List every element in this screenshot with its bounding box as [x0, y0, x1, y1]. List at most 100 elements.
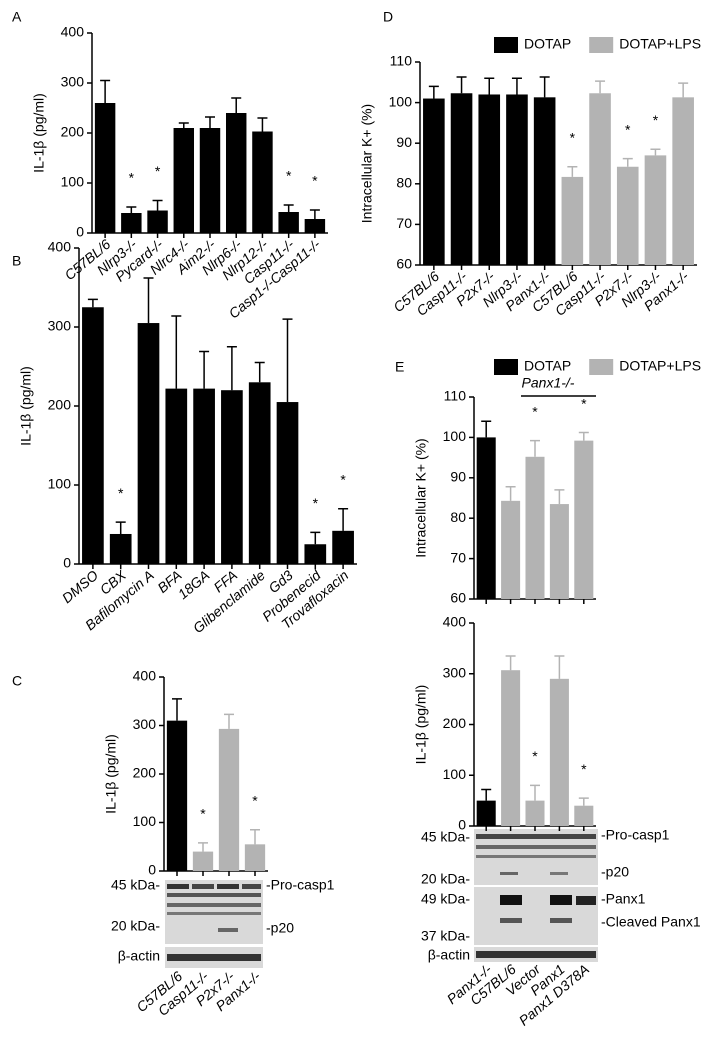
error-bar	[309, 209, 320, 219]
bar	[137, 323, 160, 564]
error-bar	[539, 76, 550, 98]
y-tick-label: 100	[61, 174, 85, 190]
error-bar	[678, 82, 689, 98]
error-bar	[310, 531, 321, 545]
significance: *	[653, 112, 659, 128]
significance: *	[313, 495, 319, 511]
bar	[533, 97, 556, 266]
error-bar	[505, 655, 516, 671]
significance: *	[340, 471, 346, 487]
bar	[109, 533, 132, 564]
significance: *	[129, 170, 135, 186]
bar	[244, 844, 266, 871]
blot-label: -Pro-casp1	[266, 877, 335, 893]
blot-label: -p20	[266, 920, 294, 936]
panel-letter: E	[395, 359, 404, 375]
significance: *	[581, 395, 587, 411]
error-bar	[554, 489, 565, 505]
bar	[225, 113, 247, 233]
error-bar	[578, 431, 589, 441]
error-bar	[198, 842, 208, 852]
panel-letter: B	[12, 253, 21, 269]
error-bar	[567, 165, 578, 177]
bar	[278, 212, 299, 233]
error-bar	[143, 277, 154, 324]
y-tick-label: 400	[133, 668, 157, 684]
bar	[423, 98, 445, 265]
legend-label: DOTAP	[524, 358, 571, 374]
y-tick-label: 200	[133, 765, 157, 781]
blot-label: -Pro-casp1	[601, 827, 670, 843]
bar	[221, 390, 243, 564]
error-bar	[530, 439, 540, 457]
legend-label: DOTAP	[524, 36, 571, 52]
error-bar	[250, 829, 260, 845]
y-tick-label: 300	[48, 318, 72, 334]
blot-c	[165, 880, 263, 968]
error-bar	[226, 346, 237, 391]
panel-letter: D	[383, 9, 393, 25]
y-tick-label: 0	[148, 862, 156, 878]
error-bar	[505, 485, 516, 501]
error-bar	[199, 350, 210, 389]
y-axis-label: IL-1β (pg/ml)	[31, 93, 47, 173]
y-tick-label: 80	[450, 509, 466, 525]
error-bar	[595, 80, 606, 94]
bar	[248, 382, 271, 564]
y-tick-label: 300	[61, 74, 85, 90]
significance: *	[532, 403, 538, 419]
y-axis-label: IL-1β (pg/ml)	[18, 366, 34, 446]
y-tick-label: 0	[63, 555, 71, 571]
y-tick-label: 80	[396, 175, 412, 191]
y-tick-label: 70	[396, 215, 412, 231]
bar	[165, 388, 188, 564]
error-bar	[205, 116, 215, 128]
error-bar	[428, 85, 439, 99]
y-tick-label: 0	[76, 224, 84, 240]
error-bar	[622, 157, 633, 167]
bar	[644, 155, 667, 265]
error-bar	[283, 204, 294, 212]
y-tick-label: 100	[389, 93, 413, 109]
error-bar	[481, 788, 492, 801]
error-bar	[172, 698, 182, 721]
error-bar	[224, 713, 234, 729]
y-axis-label: IL-1β (pg/ml)	[413, 685, 429, 765]
bar	[304, 219, 326, 233]
error-bar	[171, 315, 182, 389]
error-bar	[338, 507, 349, 531]
blot-label: -Cleaved Panx1	[601, 914, 701, 930]
bar	[549, 678, 569, 826]
y-tick-label: 200	[48, 397, 72, 413]
bar	[561, 176, 584, 265]
y-tick-label: 90	[450, 469, 466, 485]
bar	[252, 131, 273, 233]
y-tick-label: 400	[61, 24, 85, 40]
panel-letter: A	[12, 9, 22, 25]
y-axis-label: Intracellular K+ (%)	[359, 104, 375, 223]
bar	[192, 851, 214, 871]
y-tick-label: 100	[133, 813, 157, 829]
blot-label: 45 kDa-	[111, 877, 160, 893]
error-bar	[554, 655, 565, 679]
significance: *	[570, 129, 576, 145]
y-tick-label: 400	[443, 614, 467, 630]
y-tick-label: 70	[450, 549, 466, 565]
error-bar	[511, 77, 522, 95]
bar	[589, 93, 611, 266]
bar	[147, 210, 168, 233]
significance: *	[118, 485, 124, 501]
legend-label: DOTAP+LPS	[619, 358, 701, 374]
significance: *	[200, 806, 206, 822]
blot-label: 49 kDa-	[421, 891, 470, 907]
panel-letter: C	[12, 673, 22, 689]
significance: *	[625, 121, 631, 137]
bar	[574, 805, 594, 826]
error-bar	[115, 521, 126, 534]
y-tick-label: 100	[48, 476, 72, 492]
error-bar	[484, 77, 495, 95]
blot-label: 20 kDa-	[111, 918, 160, 934]
y-tick-label: 60	[450, 590, 466, 606]
bar	[616, 166, 639, 265]
